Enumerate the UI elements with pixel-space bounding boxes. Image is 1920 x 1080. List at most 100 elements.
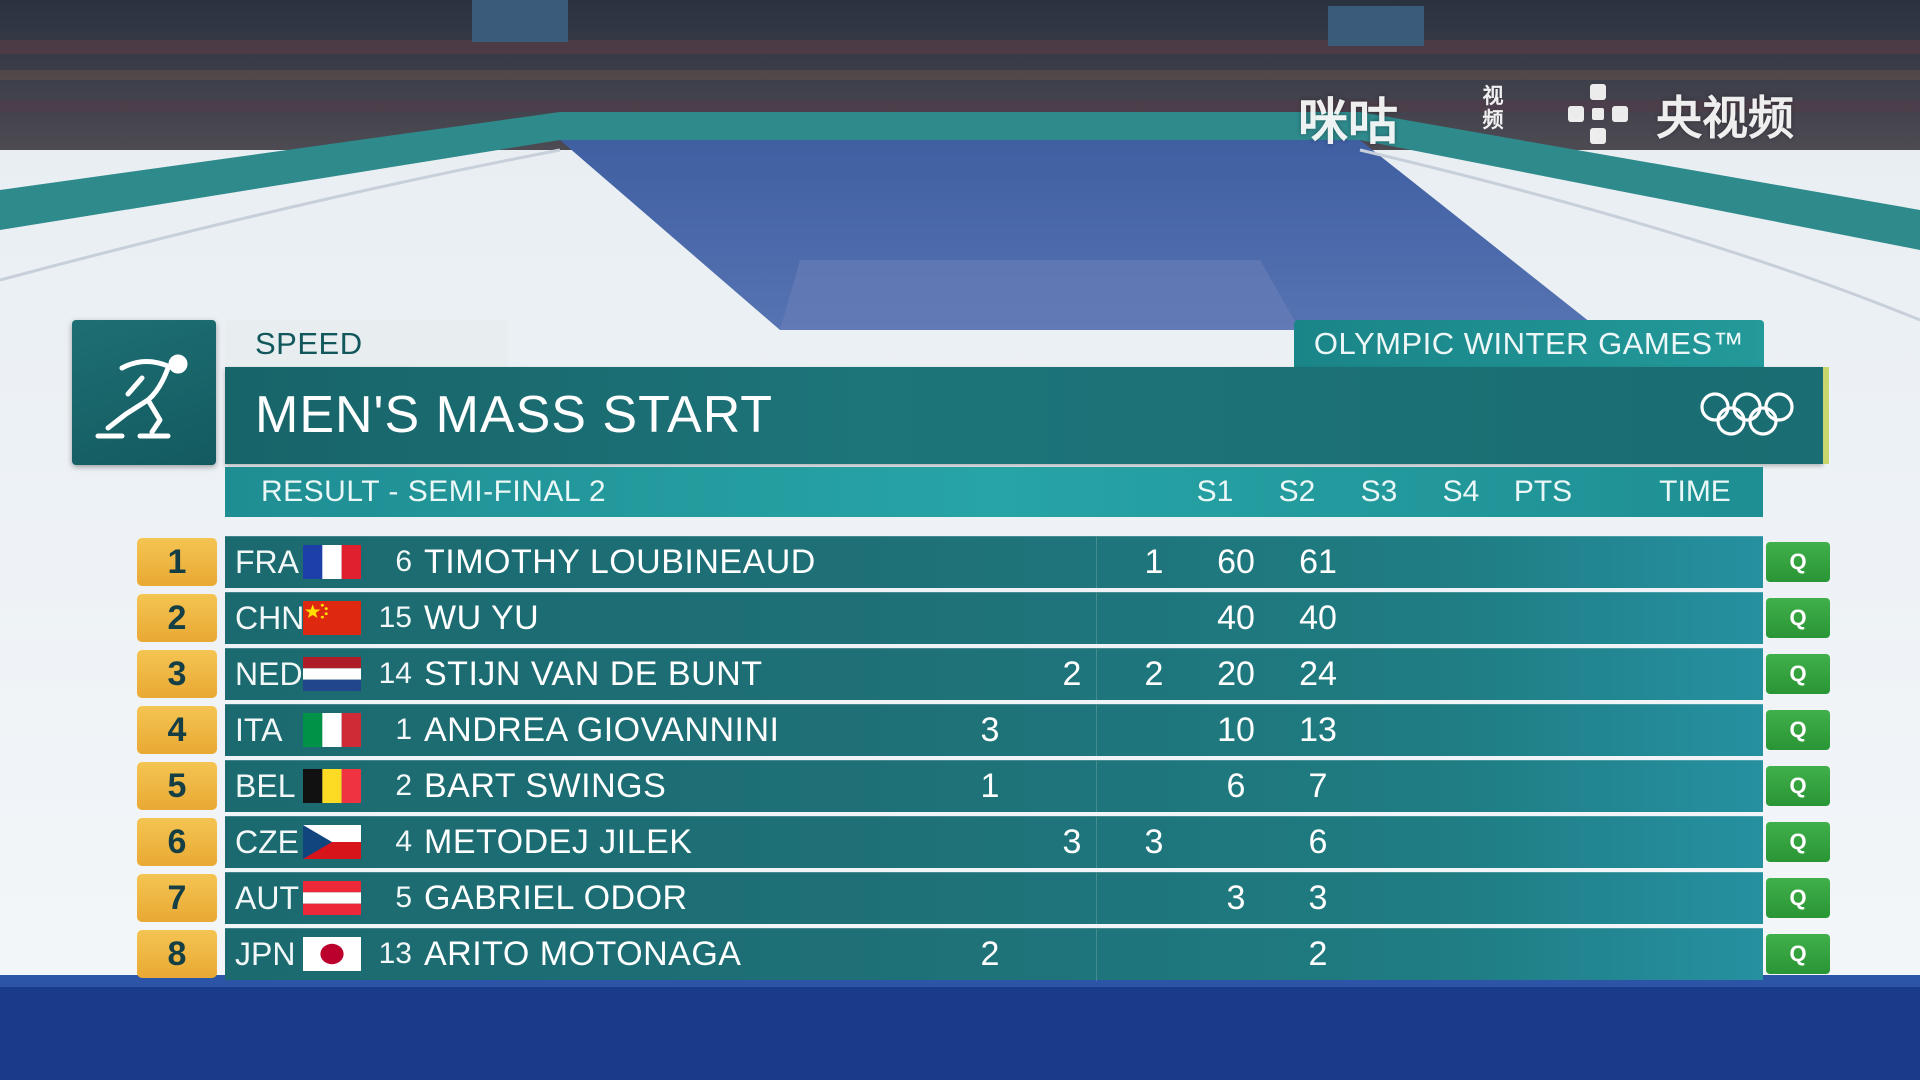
s1-value: 3 [980, 711, 1000, 749]
sport-tab: SPEED SKATING [225, 320, 508, 408]
speed-skater-icon [95, 354, 188, 439]
s3-value: 1 [1144, 543, 1164, 581]
row-divider [1096, 817, 1097, 869]
bib-number: 13 [378, 937, 412, 970]
olympic-rings-icon [1700, 392, 1794, 436]
column-header-s2: S2 [1278, 475, 1316, 508]
rank-badge: 1 [137, 538, 217, 586]
qualified-badge: Q [1766, 710, 1830, 750]
s4-value: 20 [1217, 655, 1255, 693]
flag-ned-icon [303, 657, 361, 691]
row-divider [1096, 929, 1097, 981]
pts-value: 24 [1299, 655, 1337, 693]
table-row: 8 JPN 13 ARITO MOTONAGA 2 2 Q [0, 928, 1920, 981]
table-row: 3 NED 14 STIJN VAN DE BUNT 2 2 20 24 Q [0, 648, 1920, 701]
rank-badge: 6 [137, 818, 217, 866]
result-subtitle: RESULT - SEMI-FINAL 2 [261, 475, 607, 508]
table-row: 7 AUT 5 GABRIEL ODOR 3 3 Q [0, 872, 1920, 925]
result-header-bar: RESULT - SEMI-FINAL 2 S1 S2 S3 S4 PTS TI… [225, 467, 1763, 517]
result-row-bar [225, 592, 1763, 645]
games-tab: OLYMPIC WINTER GAMES™ [1294, 320, 1764, 367]
bib-number: 1 [395, 713, 412, 746]
s4-value: 6 [1226, 767, 1246, 805]
event-title-bar: MEN'S MASS START [225, 367, 1829, 464]
country-code: ITA [235, 712, 283, 748]
bib-number: 15 [378, 601, 412, 634]
qualified-badge: Q [1766, 822, 1830, 862]
flag-fra-icon [303, 545, 361, 579]
table-row: 2 CHN 15 WU YU 40 40 Q [0, 592, 1920, 645]
athlete-name: ARITO MOTONAGA [424, 935, 742, 973]
athlete-name: WU YU [424, 599, 540, 637]
s1-value: 2 [980, 935, 1000, 973]
cctv-logo-icon [1568, 84, 1628, 144]
athlete-name: BART SWINGS [424, 767, 667, 805]
column-header-s4: S4 [1442, 475, 1480, 508]
pts-value: 61 [1299, 543, 1337, 581]
flag-cze-icon [303, 825, 361, 859]
flag-ita-icon [303, 713, 361, 747]
s4-value: 10 [1217, 711, 1255, 749]
column-header-pts: PTS [1513, 475, 1573, 508]
rank-badge: 7 [137, 874, 217, 922]
athlete-name: METODEJ JILEK [424, 823, 693, 861]
cctv-video-watermark: 央视频 [1656, 91, 1794, 145]
flag-aut-icon [303, 881, 361, 915]
s1-value: 1 [980, 767, 1000, 805]
column-header-s3: S3 [1360, 475, 1398, 508]
qualified-badge: Q [1766, 878, 1830, 918]
country-code: CZE [235, 824, 299, 860]
table-row: 1 FRA 6 TIMOTHY LOUBINEAUD 1 60 61 Q [0, 536, 1920, 589]
rank-badge: 3 [137, 650, 217, 698]
country-code: NED [235, 656, 303, 692]
s4-value: 3 [1226, 879, 1246, 917]
bib-number: 2 [395, 769, 412, 802]
column-header-time: TIME [1659, 475, 1731, 508]
row-divider [1096, 705, 1097, 757]
s3-value: 3 [1144, 823, 1164, 861]
migu-video-watermark-sub: 视频 [1482, 84, 1504, 132]
column-header-s1: S1 [1196, 475, 1234, 508]
bib-number: 4 [395, 825, 412, 858]
pts-value: 40 [1299, 599, 1337, 637]
pts-value: 7 [1308, 767, 1328, 805]
pts-value: 6 [1308, 823, 1328, 861]
pts-value: 13 [1299, 711, 1337, 749]
qualified-badge: Q [1766, 542, 1830, 582]
row-divider [1096, 649, 1097, 701]
rank-badge: 2 [137, 594, 217, 642]
qualified-badge: Q [1766, 598, 1830, 638]
result-row-bar [225, 704, 1763, 757]
country-code: CHN [235, 600, 305, 636]
table-row: 5 BEL 2 BART SWINGS 1 6 7 Q [0, 760, 1920, 813]
s2-value: 3 [1062, 823, 1082, 861]
result-row-bar [225, 536, 1763, 589]
table-row: 4 ITA 1 ANDREA GIOVANNINI 3 10 13 Q [0, 704, 1920, 757]
table-row: 6 CZE 4 METODEJ JILEK 3 3 6 Q [0, 816, 1920, 869]
country-code: JPN [235, 936, 296, 972]
qualified-badge: Q [1766, 934, 1830, 974]
result-row-bar [225, 648, 1763, 701]
pts-value: 2 [1308, 935, 1328, 973]
speed-skating-pictogram [72, 320, 216, 465]
row-divider [1096, 761, 1097, 813]
result-row-bar [225, 928, 1763, 981]
bib-number: 14 [378, 657, 412, 690]
s3-value: 2 [1144, 655, 1164, 693]
result-row-bar [225, 760, 1763, 813]
s2-value: 2 [1062, 655, 1082, 693]
row-divider [1096, 873, 1097, 925]
athlete-name: TIMOTHY LOUBINEAUD [424, 543, 816, 581]
flag-chn-icon [303, 601, 361, 635]
result-row-bar [225, 872, 1763, 925]
bib-number: 6 [395, 545, 412, 578]
s4-value: 40 [1217, 599, 1255, 637]
row-divider [1096, 537, 1097, 589]
bib-number: 5 [395, 881, 412, 914]
country-code: FRA [235, 544, 299, 580]
qualified-badge: Q [1766, 766, 1830, 806]
country-code: AUT [235, 880, 299, 916]
athlete-name: STIJN VAN DE BUNT [424, 655, 763, 693]
flag-bel-icon [303, 769, 361, 803]
event-title: MEN'S MASS START [255, 386, 774, 444]
